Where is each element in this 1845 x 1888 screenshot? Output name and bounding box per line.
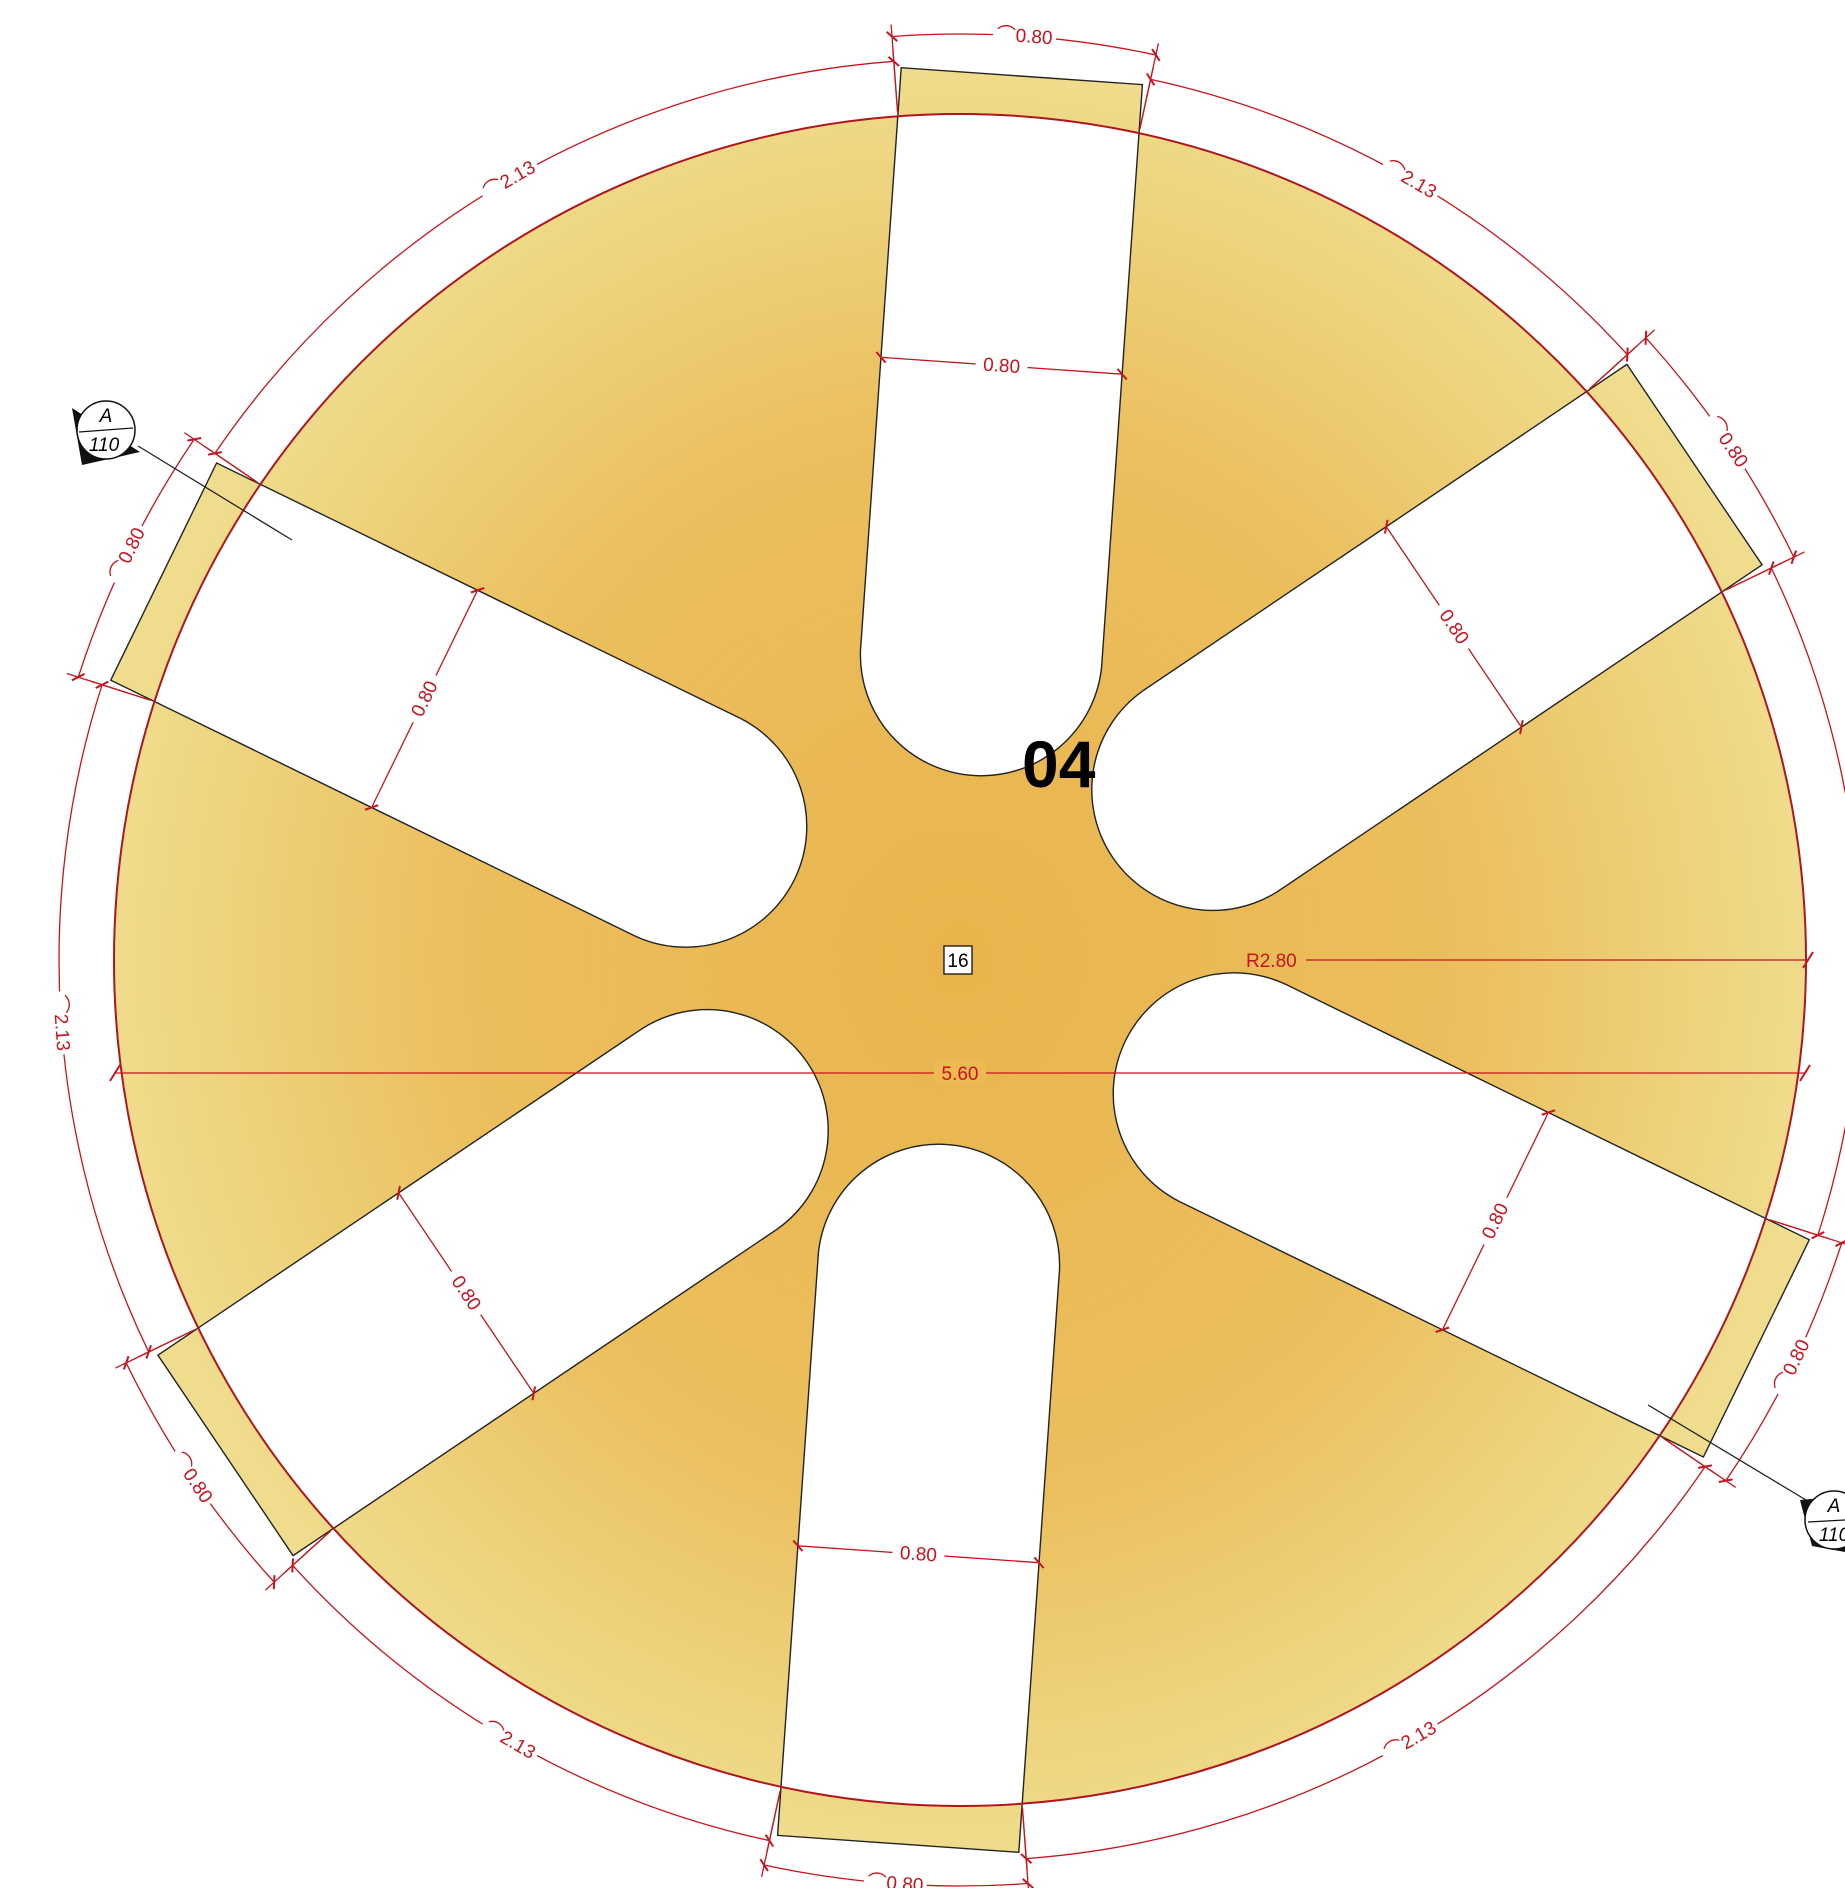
arc-slot-opening-dimension-label: ⌒0.80: [867, 1871, 924, 1888]
part-number-label: 04: [1022, 727, 1096, 801]
section-sheet: 110: [1819, 1525, 1845, 1546]
arc-between-slots-dimension-label: ⌒2.13: [1381, 156, 1440, 203]
slot-width-dimension: 0.80: [1435, 1109, 1556, 1333]
arc-slot-opening-dimension: ⌒0.80: [759, 1790, 1034, 1888]
slot-width-dimension: 0.80: [396, 1185, 537, 1401]
slot-width-dimension: 0.80: [875, 351, 1128, 381]
diameter-dimension: 5.60: [109, 1061, 1811, 1085]
arc-slot-opening-dimension-label: ⌒0.80: [996, 23, 1053, 49]
slot-width-label: 0.80: [982, 355, 1020, 379]
radius-label: R2.80: [1246, 951, 1297, 972]
section-marker-bottom-right: A 110: [1647, 1404, 1845, 1552]
slot-width-dimension: 0.80: [364, 587, 485, 811]
section-letter: A: [99, 406, 113, 427]
slot-width-dimension: 0.80: [792, 1539, 1045, 1569]
section-marker-top-left: A 110: [72, 400, 293, 541]
radius-dimension: R2.80: [1246, 951, 1814, 972]
arc-between-slots-dimension-label: ⌒2.13: [48, 994, 74, 1051]
arc-slot-opening-dimension-label: ⌒0.80: [1770, 1336, 1814, 1396]
slot-width-label: 0.80: [899, 1543, 937, 1567]
item-tag-label: 16: [947, 951, 968, 972]
arc-slot-opening-dimension: ⌒0.80: [886, 21, 1161, 130]
item-tag: 16: [943, 945, 973, 975]
diameter-label: 5.60: [942, 1064, 979, 1085]
arc-between-slots-dimension-label: ⌒2.13: [480, 156, 539, 203]
slot-width-dimension: 0.80: [1383, 519, 1524, 735]
arc-slot-opening-dimension-label: ⌒0.80: [106, 524, 150, 584]
arc-between-slots-dimension-label: ⌒2.13: [480, 1717, 539, 1764]
section-letter: A: [1827, 1496, 1841, 1517]
section-sheet: 110: [89, 435, 120, 456]
arc-between-slots-dimension-label: ⌒2.13: [1381, 1717, 1440, 1764]
